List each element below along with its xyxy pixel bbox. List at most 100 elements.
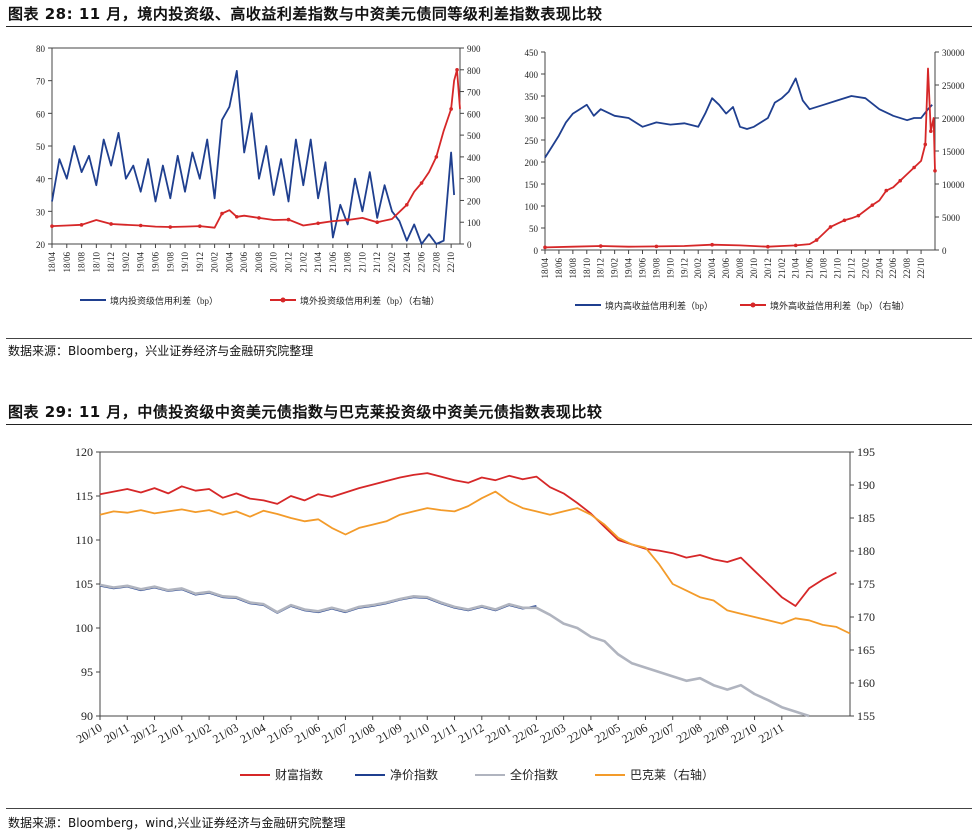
left-tick-label: 110: [75, 533, 93, 547]
x-tick-label: 22/04: [874, 258, 884, 279]
series-point: [257, 216, 261, 220]
left-tick-label: 300: [525, 114, 539, 124]
legend-item: 巴克莱（右轴）: [595, 767, 714, 782]
legend-item: 境内投资级信用利差（bp）: [80, 295, 218, 306]
series-point: [316, 221, 320, 226]
series-point: [455, 67, 459, 72]
source-rule: [6, 808, 972, 809]
x-tick-label: 21/02: [183, 720, 214, 746]
x-tick-label: 21/02: [777, 258, 787, 279]
series-point: [79, 223, 84, 227]
right-tick-label: 200: [467, 196, 481, 206]
legend-label: 境外投资级信用利差（bp）（右轴）: [300, 295, 440, 306]
left-tick-label: 0: [534, 246, 539, 256]
series-point: [138, 223, 143, 228]
x-tick-label: 20/10: [749, 258, 759, 279]
left-tick-label: 400: [525, 70, 539, 80]
title-rule: [6, 26, 972, 27]
x-tick-label: 21/06: [328, 252, 338, 273]
series-line-0: [544, 77, 933, 159]
left-tick-label: 50: [36, 142, 46, 152]
series-point: [109, 222, 113, 226]
right-tick-label: 160: [857, 676, 875, 690]
right-tick-label: 5000: [942, 213, 961, 223]
right-tick-label: 900: [467, 44, 481, 54]
figure-28-source: 数据来源：Bloomberg，兴业证券经济与金融研究院整理: [8, 344, 314, 358]
legend-item: 境外高收益信用利差（bp）（右轴）: [740, 300, 910, 311]
left-tick-label: 200: [525, 158, 539, 168]
series-point: [870, 203, 875, 207]
right-tick-label: 0: [942, 246, 947, 256]
x-tick-label: 22/04: [565, 720, 596, 746]
series-point: [168, 225, 173, 229]
right-tick-label: 170: [857, 610, 875, 624]
series-point: [933, 169, 937, 173]
right-tick-label: 500: [467, 131, 481, 141]
x-tick-label: 22/01: [483, 720, 514, 746]
x-tick-label: 19/08: [651, 258, 661, 279]
right-tick-label: 400: [467, 153, 481, 163]
right-tick-label: 30000: [942, 48, 965, 58]
left-tick-label: 115: [75, 489, 93, 503]
left-tick-label: 100: [75, 621, 93, 635]
x-tick-label: 21/08: [347, 720, 378, 746]
legend-label: 境内投资级信用利差（bp）: [110, 295, 218, 306]
title-rule: [6, 424, 972, 425]
left-tick-label: 80: [36, 44, 46, 54]
legend-item: 全价指数: [475, 767, 558, 782]
figure-29-title: 图表 29: 11 月，中债投资级中资美元债指数与巴克莱投资级中资美元债指数表现…: [8, 403, 603, 421]
x-tick-label: 20/06: [721, 258, 731, 279]
x-tick-label: 21/07: [319, 720, 350, 746]
x-tick-label: 22/03: [537, 720, 568, 746]
x-tick-label: 21/08: [343, 252, 353, 273]
left-tick-label: 350: [525, 92, 539, 102]
figure-28-title: 图表 28: 11 月，境内投资级、高收益利差指数与中资美元债同等级利差指数表现…: [8, 5, 603, 23]
right-tick-label: 175: [857, 577, 875, 591]
x-tick-label: 20/02: [210, 252, 220, 273]
series-point: [434, 155, 439, 159]
x-tick-label: 21/04: [237, 720, 268, 746]
left-tick-label: 70: [36, 77, 46, 87]
right-tick-label: 185: [857, 511, 875, 525]
x-tick-label: 18/10: [91, 252, 101, 273]
x-tick-label: 22/04: [402, 252, 412, 273]
right-tick-label: 195: [857, 445, 875, 459]
series-point: [793, 243, 798, 248]
series-point: [220, 211, 224, 216]
x-tick-label: 18/08: [77, 252, 87, 273]
right-tick-label: 0: [467, 240, 472, 250]
left-tick-label: 40: [36, 175, 46, 185]
x-tick-label: 19/02: [610, 258, 620, 279]
legend-label: 净价指数: [390, 767, 438, 782]
chart-domestic-vs-offshore-hy-spread: 0 50 100 150 200 250 300 350 400 450 0 5000 10000 150…: [525, 48, 966, 311]
x-tick-label: 22/02: [510, 720, 541, 746]
series-line-0: [99, 472, 837, 607]
left-tick-label: 250: [525, 136, 539, 146]
right-tick-label: 600: [467, 109, 481, 119]
left-tick-label: 105: [75, 577, 93, 591]
x-tick-label: 19/04: [624, 258, 634, 279]
left-tick-label: 450: [525, 48, 539, 58]
legend-item: 境外投资级信用利差（bp）（右轴）: [270, 295, 440, 306]
x-tick-label: 22/11: [756, 720, 786, 746]
x-tick-label: 21/12: [456, 720, 487, 746]
x-tick-label: 20/04: [707, 258, 717, 279]
x-tick-label: 21/12: [372, 252, 382, 273]
x-tick-label: 22/02: [860, 258, 870, 279]
legend-item: 境内高收益信用利差（bp）: [575, 300, 713, 311]
chart-chinabond-vs-barclays-ig-index: 90 95 100 105 110 115 120 155 160 165 170 175 180 185…: [74, 445, 875, 782]
x-tick-label: 21/11: [429, 720, 459, 746]
x-tick-label: 21/06: [805, 258, 815, 279]
x-tick-label: 18/08: [568, 258, 578, 279]
x-tick-label: 21/04: [791, 258, 801, 279]
series-point: [286, 217, 291, 222]
series-point: [710, 242, 714, 247]
x-tick-label: 21/10: [401, 720, 432, 746]
legend-label: 全价指数: [510, 767, 558, 782]
series-point: [345, 218, 350, 222]
x-tick-label: 20/12: [763, 258, 773, 279]
x-tick-label: 22/08: [674, 720, 705, 746]
x-tick-label: 20/06: [239, 252, 249, 273]
right-tick-label: 190: [857, 478, 875, 492]
x-tick-label: 19/10: [180, 252, 190, 273]
